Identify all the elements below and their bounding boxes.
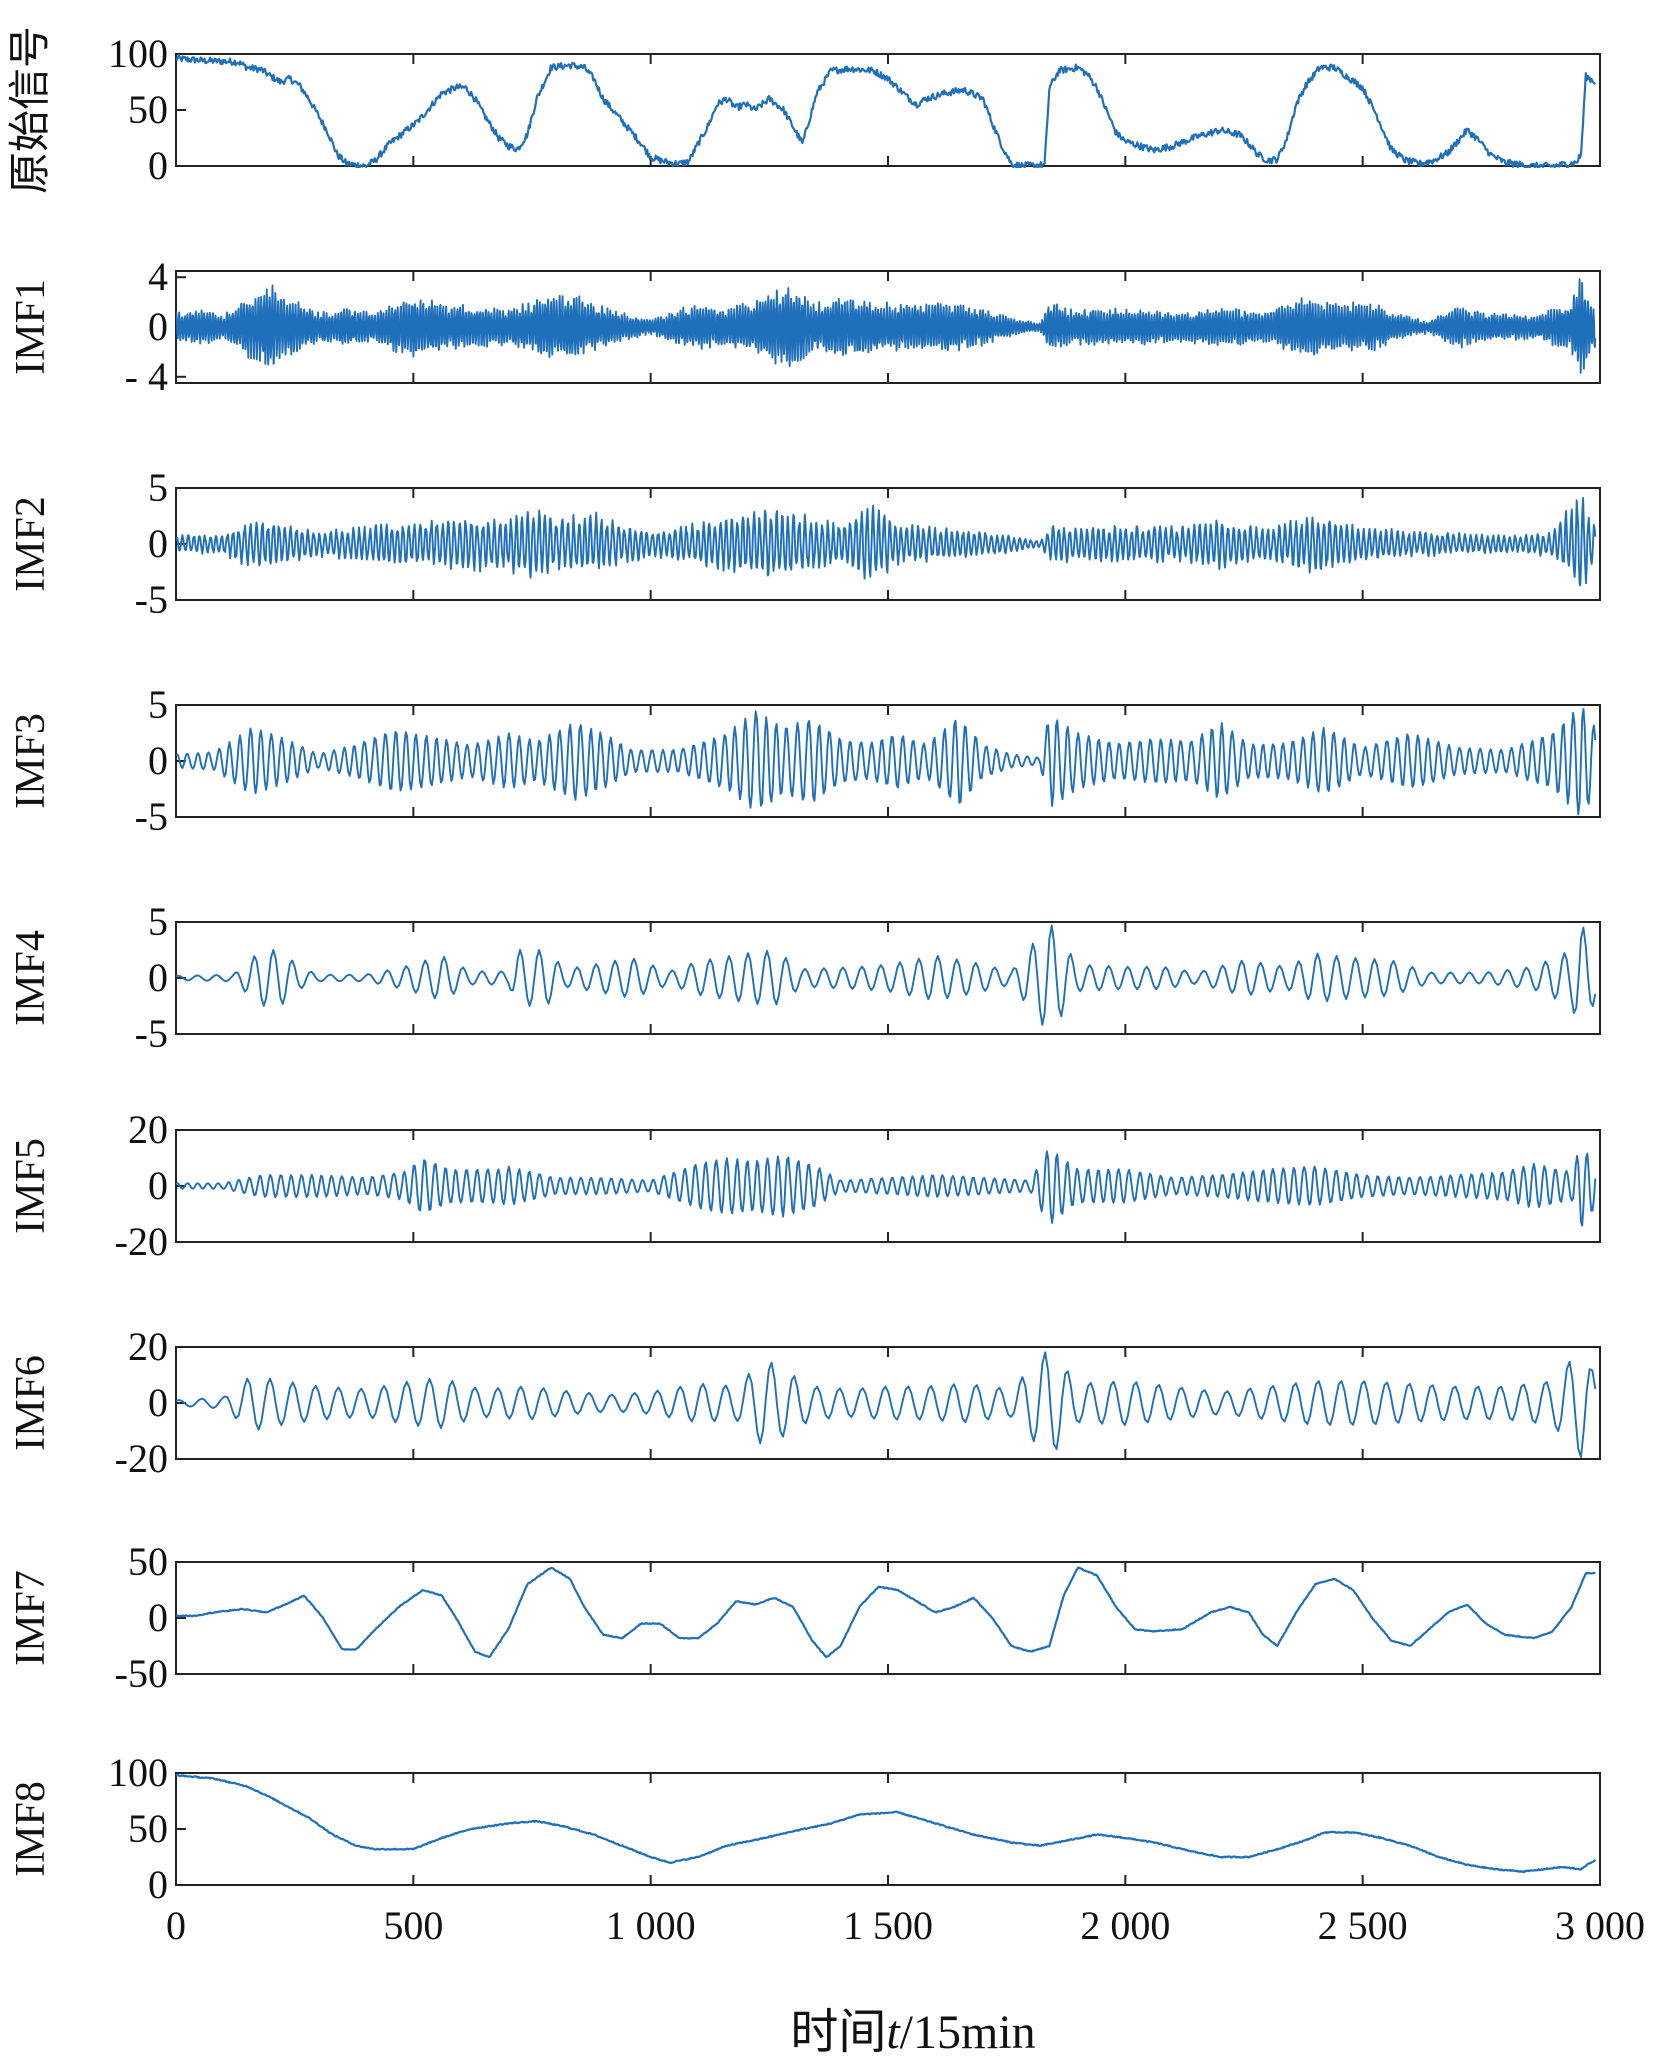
x-tick-label: 2 500 — [1318, 1903, 1408, 1948]
y-tick-label: -50 — [115, 1651, 168, 1696]
y-tick-label: 5 — [148, 465, 168, 510]
y-axis-label: IMF1 — [8, 279, 54, 375]
signal-line — [176, 1150, 1597, 1227]
x-axis-label-variable: t — [886, 2006, 901, 2059]
y-tick-label: 0 — [148, 955, 168, 1000]
signal-line — [176, 924, 1597, 1026]
subplot-frame — [175, 1561, 1601, 1675]
subplot-7: -20 0 20 IMF6 — [8, 1324, 1601, 1481]
y-tick-label: -5 — [135, 577, 168, 622]
subplot-frame — [175, 1772, 1601, 1886]
y-tick-label: 0 — [148, 738, 168, 783]
shared-x-axis: 0 500 1 000 1 500 2 000 2 500 3 000 — [166, 1903, 1645, 1948]
y-tick-label: 4 — [148, 254, 168, 299]
y-axis-label: IMF7 — [8, 1570, 54, 1666]
x-tick-label: 500 — [383, 1903, 443, 1948]
y-tick-label: 0 — [148, 304, 168, 349]
y-tick-label: 50 — [128, 87, 168, 132]
subplot-frame — [175, 53, 1601, 167]
y-axis-label: IMF2 — [8, 496, 54, 592]
y-tick-label: 100 — [108, 1750, 168, 1795]
y-tick-label: -5 — [135, 1011, 168, 1056]
y-tick-label: 50 — [128, 1539, 168, 1584]
subplot-frame — [175, 704, 1601, 818]
subplot-2: - 4 0 4 IMF1 — [8, 254, 1601, 399]
signal-line — [176, 708, 1597, 816]
signal-line — [176, 278, 1597, 374]
subplot-6: -20 0 20 IMF5 — [8, 1107, 1601, 1264]
y-tick-label: 5 — [148, 899, 168, 944]
subplot-5: -5 0 5 IMF4 — [8, 899, 1601, 1056]
x-axis-label: 时间t/15min — [790, 2006, 1035, 2059]
y-tick-label: 20 — [128, 1324, 168, 1369]
subplot-1: 0 50 100 原始信号 — [8, 26, 1601, 194]
y-tick-label: 20 — [128, 1107, 168, 1152]
y-tick-label: 0 — [148, 1862, 168, 1907]
x-tick-label: 3 000 — [1555, 1903, 1645, 1948]
x-tick-label: 2 000 — [1080, 1903, 1170, 1948]
y-tick-label: -20 — [115, 1436, 168, 1481]
y-tick-label: 0 — [148, 1163, 168, 1208]
subplot-4: -5 0 5 IMF3 — [8, 682, 1601, 839]
x-tick-label: 0 — [166, 1903, 186, 1948]
y-tick-label: -5 — [135, 794, 168, 839]
y-tick-label: 0 — [148, 521, 168, 566]
y-tick-label: 0 — [148, 1380, 168, 1425]
x-tick-label: 1 500 — [843, 1903, 933, 1948]
y-axis-label: IMF3 — [8, 713, 54, 809]
y-axis-label: IMF6 — [8, 1355, 54, 1451]
x-tick-label: 1 000 — [606, 1903, 696, 1948]
y-axis-label: IMF4 — [8, 930, 54, 1026]
x-axis-label-unit: /15min — [900, 2006, 1036, 2059]
y-tick-label: 0 — [148, 1595, 168, 1640]
signal-line — [176, 1351, 1597, 1459]
signal-line — [176, 497, 1597, 587]
y-axis-label: IMF8 — [8, 1781, 54, 1877]
y-tick-label: 50 — [128, 1806, 168, 1851]
x-axis-label-text: 时间 — [790, 2006, 886, 2059]
subplot-8: -50 0 50 IMF7 — [8, 1539, 1601, 1696]
subplot-9: 0 50 100 IMF8 — [8, 1750, 1601, 1907]
signal-line — [176, 1566, 1596, 1659]
signal-line — [176, 1773, 1597, 1874]
subplot-3: -5 0 5 IMF2 — [8, 465, 1601, 622]
y-tick-label: - 4 — [125, 354, 168, 399]
y-axis-label: 原始信号 — [8, 26, 54, 194]
y-tick-label: 100 — [108, 31, 168, 76]
y-tick-label: 5 — [148, 682, 168, 727]
y-tick-label: -20 — [115, 1219, 168, 1264]
subplot-frame — [175, 921, 1601, 1035]
y-axis-label: IMF5 — [8, 1138, 54, 1234]
y-tick-label: 0 — [148, 143, 168, 188]
signal-line — [176, 54, 1597, 168]
